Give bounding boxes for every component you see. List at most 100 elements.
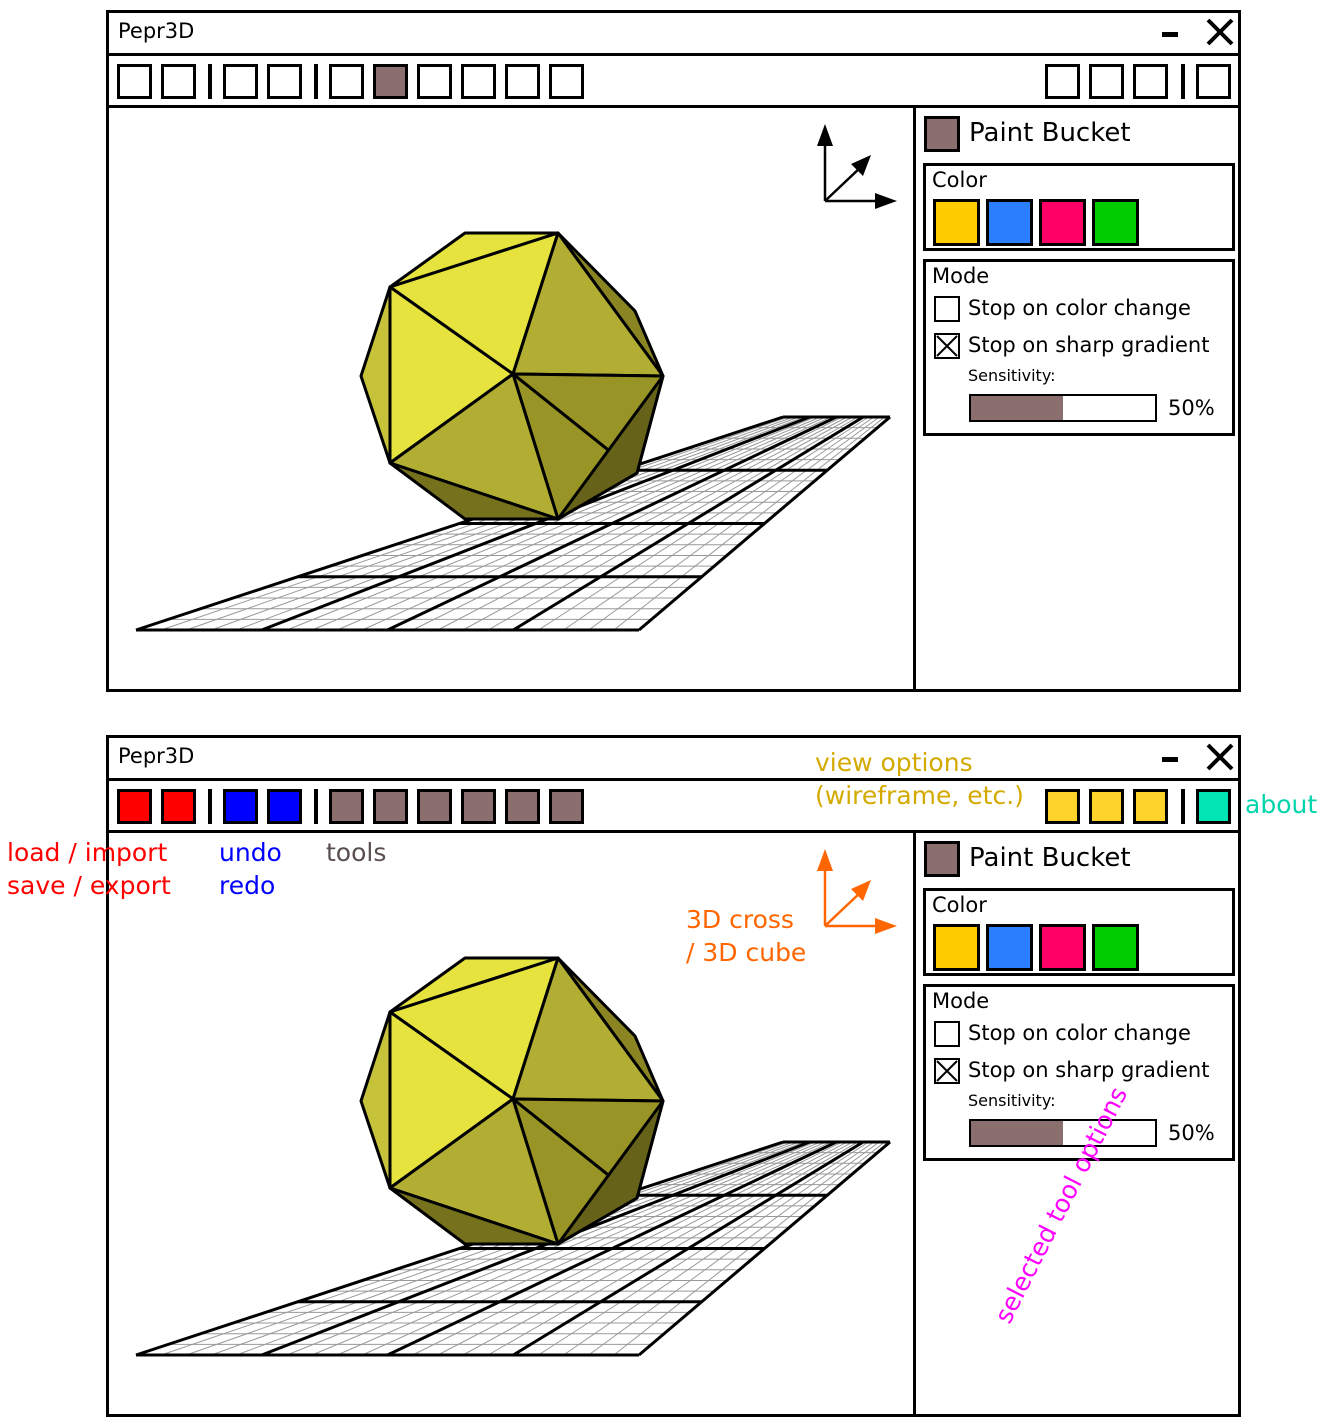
about-button[interactable] (1196, 789, 1231, 824)
stop-on-sharp-gradient-label: Stop on sharp gradient (968, 1058, 1210, 1082)
load-import-button[interactable] (117, 789, 152, 824)
toolbar-separator (1181, 64, 1185, 99)
annotation-about: about (1245, 788, 1317, 821)
grid-major-line (638, 415, 891, 632)
color-section: Color (923, 163, 1235, 251)
stop-on-color-change-checkbox[interactable] (934, 296, 960, 322)
view-option-button[interactable] (1045, 789, 1080, 824)
color-swatch-green[interactable] (1092, 924, 1139, 971)
load-button[interactable] (117, 64, 152, 99)
paint-bucket-icon (924, 116, 960, 152)
annotation-3d-cross: 3D cross / 3D cube (686, 903, 806, 969)
color-swatch-pink[interactable] (1039, 199, 1086, 246)
view-option-button[interactable] (1133, 789, 1168, 824)
sensitivity-slider[interactable] (969, 394, 1157, 422)
save-export-button[interactable] (161, 789, 196, 824)
minimize-icon[interactable] (1162, 757, 1178, 762)
annotation-3d-cross-line2: / 3D cube (686, 938, 807, 967)
save-button[interactable] (161, 64, 196, 99)
color-swatch-yellow[interactable] (933, 924, 980, 971)
sensitivity-slider-fill (971, 1121, 1063, 1145)
tool-button[interactable] (329, 789, 364, 824)
tool-options-panel: Paint Bucket Color Mode Stop on color ch… (916, 108, 1238, 689)
scene (135, 849, 897, 1357)
3d-viewport[interactable] (109, 108, 916, 689)
icosphere-face (359, 1010, 392, 1190)
undo-button[interactable] (223, 789, 258, 824)
redo-button[interactable] (267, 789, 302, 824)
mode-section-label: Mode (932, 989, 990, 1013)
tool-button[interactable] (417, 64, 452, 99)
sensitivity-value: 50% (1168, 1121, 1215, 1145)
mode-section-label: Mode (932, 264, 990, 288)
icosphere-face (388, 1186, 560, 1246)
tool-button[interactable] (417, 789, 452, 824)
paint-bucket-tool-button[interactable] (373, 64, 408, 99)
tool-name: Paint Bucket (969, 843, 1131, 873)
icosphere-face (359, 285, 392, 465)
app-title: Pepr3D (118, 19, 195, 43)
toolbar-separator (314, 789, 318, 824)
scene (135, 124, 897, 632)
close-icon[interactable] (1205, 17, 1235, 47)
3d-viewport[interactable] (109, 833, 916, 1414)
view-option-button[interactable] (1089, 789, 1124, 824)
undo-button[interactable] (223, 64, 258, 99)
3d-axes-icon[interactable] (817, 849, 897, 934)
stop-on-color-change-label: Stop on color change (968, 296, 1191, 320)
about-button[interactable] (1196, 64, 1231, 99)
annotation-load-import: load / import (7, 838, 168, 867)
stop-on-color-change-label: Stop on color change (968, 1021, 1191, 1045)
color-section: Color (923, 888, 1235, 976)
color-swatch-blue[interactable] (986, 199, 1033, 246)
annotation-history: undo redo (219, 836, 282, 902)
tool-button[interactable] (505, 789, 540, 824)
tool-button[interactable] (461, 64, 496, 99)
sensitivity-label: Sensitivity: (968, 366, 1056, 385)
toolbar-separator (208, 64, 212, 99)
mode-section: Mode Stop on color change Stop on sharp … (923, 984, 1235, 1161)
color-swatch-yellow[interactable] (933, 199, 980, 246)
view-option-button[interactable] (1133, 64, 1168, 99)
axis-z-arrowhead (851, 880, 871, 901)
annotation-tools: tools (326, 836, 386, 869)
stop-on-sharp-gradient-checkbox[interactable] (934, 1058, 960, 1084)
color-swatch-pink[interactable] (1039, 924, 1086, 971)
redo-button[interactable] (267, 64, 302, 99)
tool-name: Paint Bucket (969, 118, 1131, 148)
sensitivity-value: 50% (1168, 396, 1215, 420)
sensitivity-slider-fill (971, 396, 1063, 420)
grid-major-line (638, 1140, 891, 1357)
tool-button[interactable] (505, 64, 540, 99)
window-plain: Pepr3D Paint Bucket Color (106, 10, 1241, 692)
annotation-tools-text: tools (326, 838, 387, 867)
axis-y-arrowhead (817, 124, 833, 146)
tool-button[interactable] (329, 64, 364, 99)
tool-button[interactable] (461, 789, 496, 824)
annotation-file: load / import save / export (7, 836, 171, 902)
minimize-icon[interactable] (1162, 32, 1178, 37)
tool-button[interactable] (549, 789, 584, 824)
view-option-button[interactable] (1089, 64, 1124, 99)
icosphere-model[interactable] (359, 956, 665, 1246)
ground-grid (135, 1140, 891, 1357)
icosphere-model[interactable] (359, 231, 665, 521)
sensitivity-slider[interactable] (969, 1119, 1157, 1147)
toolbar-separator (1181, 789, 1185, 824)
view-option-button[interactable] (1045, 64, 1080, 99)
tool-button[interactable] (373, 789, 408, 824)
3d-axes-icon[interactable] (817, 124, 897, 209)
stop-on-sharp-gradient-checkbox[interactable] (934, 333, 960, 359)
color-swatch-blue[interactable] (986, 924, 1033, 971)
toolbar-separator (208, 789, 212, 824)
icosphere-face (556, 374, 665, 521)
tool-options-panel: Paint Bucket Color Mode Stop on color ch… (916, 833, 1238, 1414)
checkmark-x-icon (936, 335, 958, 357)
stop-on-color-change-checkbox[interactable] (934, 1021, 960, 1047)
mode-section: Mode Stop on color change Stop on sharp … (923, 259, 1235, 436)
close-icon[interactable] (1205, 742, 1235, 772)
window-annotated: Pepr3D Paint Bucket Color (106, 735, 1241, 1417)
tool-button[interactable] (549, 64, 584, 99)
annotation-redo: redo (219, 871, 276, 900)
color-swatch-green[interactable] (1092, 199, 1139, 246)
